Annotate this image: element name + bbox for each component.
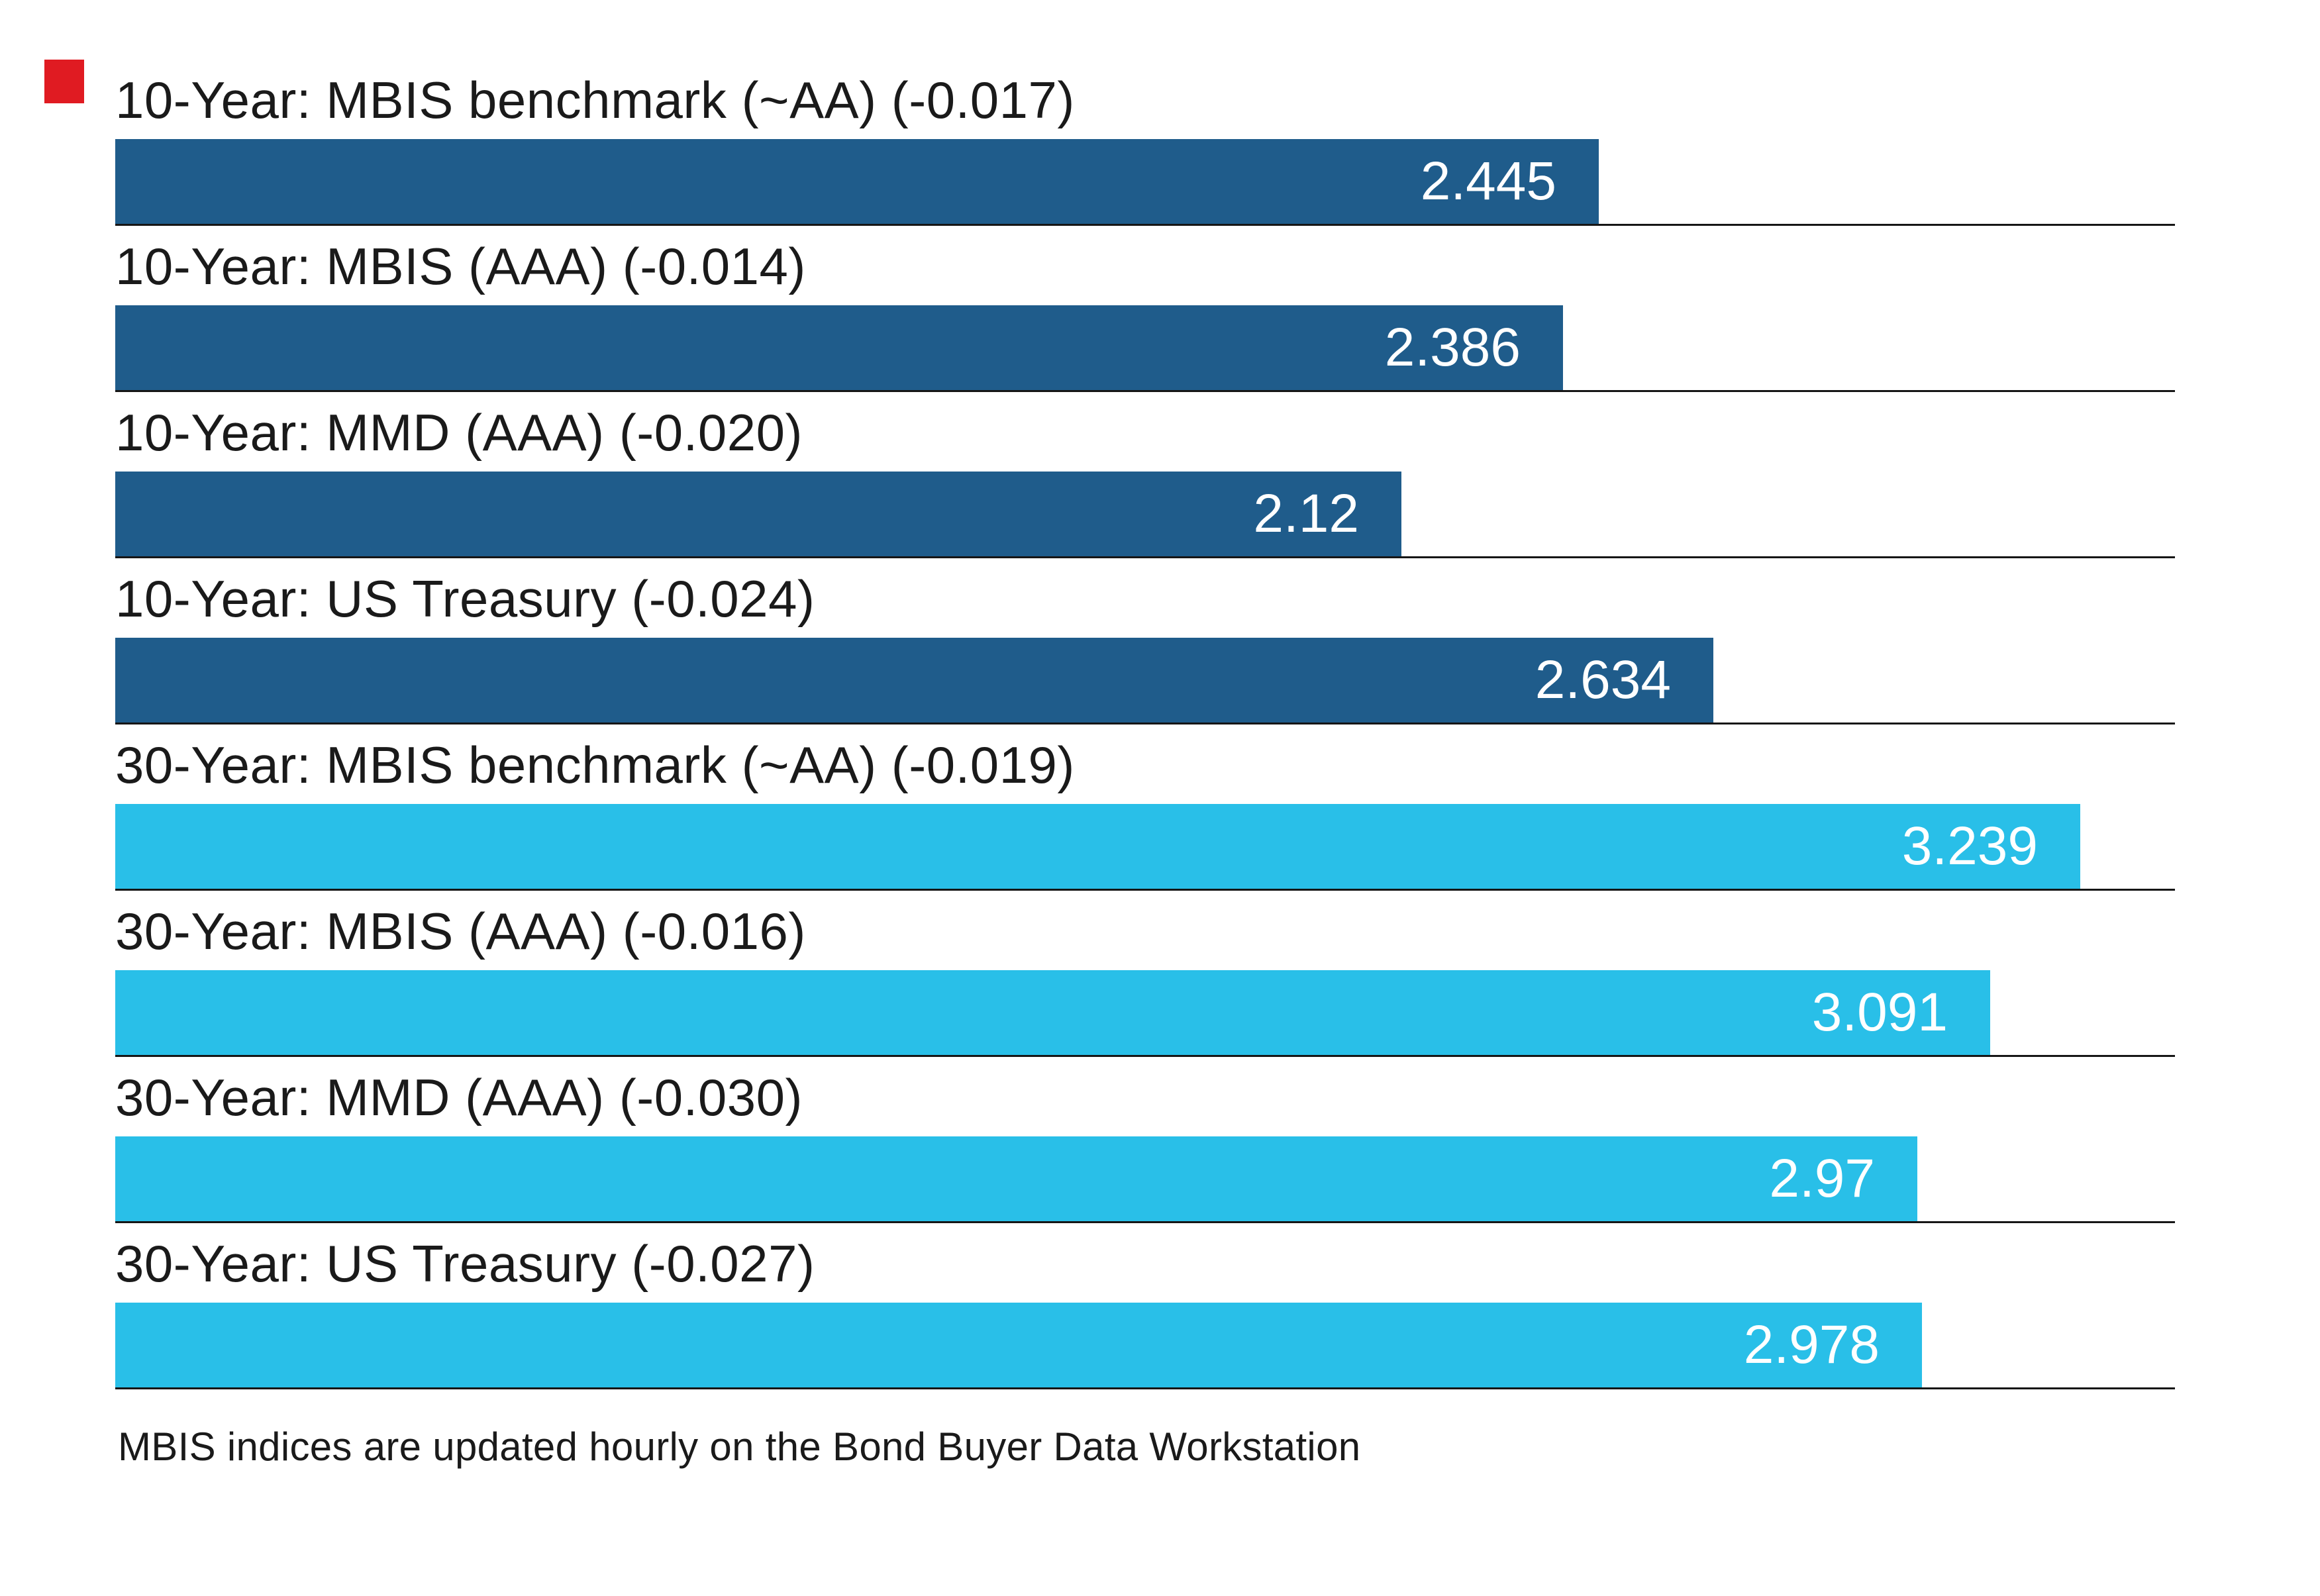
bar-label: 30-Year: MMD (AAA) (-0.030) — [115, 1068, 803, 1126]
bar-label: 30-Year: MBIS (AAA) (-0.016) — [115, 902, 806, 960]
bar: 2.12 — [115, 472, 1401, 556]
bar-label: 10-Year: MBIS benchmark (~AA) (-0.017) — [115, 71, 1075, 129]
brand-accent — [44, 60, 84, 103]
bar: 2.445 — [115, 139, 1599, 224]
bar-label: 30-Year: MBIS benchmark (~AA) (-0.019) — [115, 736, 1075, 794]
chart-row: 30-Year: MBIS (AAA) (-0.016) 3.091 — [115, 891, 2175, 1057]
bar-value-label: 3.239 — [1901, 816, 2038, 876]
bar-value-label: 3.091 — [1811, 982, 1948, 1042]
chart-row: 10-Year: MBIS (AAA) (-0.014) 2.386 — [115, 226, 2175, 392]
bar: 2.386 — [115, 305, 1563, 390]
chart-row: 10-Year: US Treasury (-0.024) 2.634 — [115, 558, 2175, 724]
bar-label: 10-Year: MBIS (AAA) (-0.014) — [115, 237, 806, 295]
bar: 2.97 — [115, 1136, 1917, 1221]
bar-value-label: 2.386 — [1384, 317, 1521, 377]
bar-label: 30-Year: US Treasury (-0.027) — [115, 1234, 815, 1293]
chart-row: 10-Year: MMD (AAA) (-0.020) 2.12 — [115, 392, 2175, 558]
bar: 2.978 — [115, 1303, 1922, 1387]
chart-row: 10-Year: MBIS benchmark (~AA) (-0.017) 2… — [115, 60, 2175, 226]
bar-value-label: 2.445 — [1420, 151, 1556, 211]
bar-value-label: 2.634 — [1535, 650, 1671, 710]
bar-label: 10-Year: US Treasury (-0.024) — [115, 570, 815, 628]
chart-row: 30-Year: US Treasury (-0.027) 2.978 — [115, 1223, 2175, 1389]
bar: 3.239 — [115, 804, 2080, 889]
chart-row: 30-Year: MBIS benchmark (~AA) (-0.019) 3… — [115, 724, 2175, 891]
chart-row: 30-Year: MMD (AAA) (-0.030) 2.97 — [115, 1057, 2175, 1223]
bar: 2.634 — [115, 638, 1713, 723]
chart-footnote: MBIS indices are updated hourly on the B… — [118, 1424, 1361, 1469]
bar-label: 10-Year: MMD (AAA) (-0.020) — [115, 403, 803, 462]
chart-rows: 10-Year: MBIS benchmark (~AA) (-0.017) 2… — [115, 60, 2175, 1389]
bar-value-label: 2.97 — [1769, 1148, 1875, 1209]
bar-value-label: 2.978 — [1743, 1315, 1880, 1375]
bar: 3.091 — [115, 970, 1990, 1055]
bar-value-label: 2.12 — [1253, 483, 1359, 544]
